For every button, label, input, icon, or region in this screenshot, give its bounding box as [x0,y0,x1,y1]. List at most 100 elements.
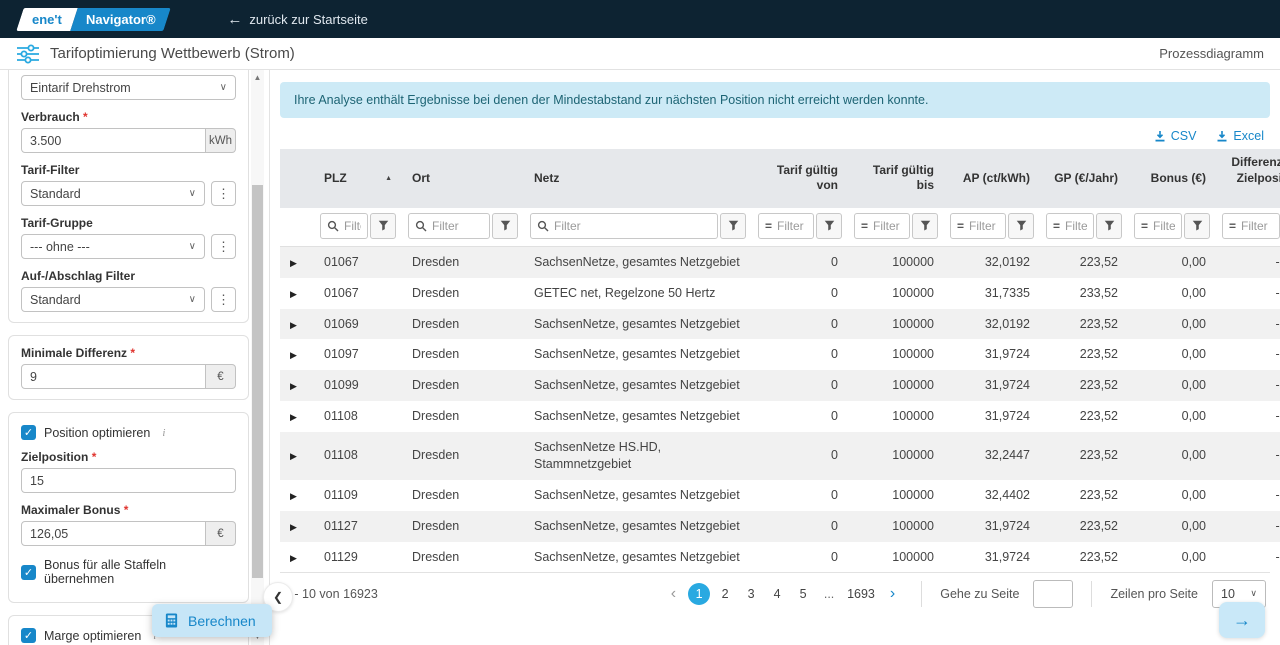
cell-differenz_zielposition_eur: -9,00 [1275,518,1280,533]
page-button-1[interactable]: 1 [688,582,711,605]
result-range-label: 1 - 10 von 16923 [284,586,378,601]
filter-menu-button-bonus_eur[interactable] [1184,212,1210,239]
chevron-down-icon: ∨ [1250,588,1257,599]
cell-netz: SachsenNetze, gesamtes Netzgebiet [534,549,740,564]
filter-input-netz[interactable] [554,218,711,233]
verbrauch-input-group: kWh [21,128,236,153]
row-expander-icon[interactable]: ▶ [290,319,297,330]
cell-tarif_gueltig_bis: 100000 [892,285,934,300]
filter-input-plz[interactable] [344,218,361,233]
cell-plz: 01099 [324,378,359,393]
minimale-differenz-input-group: € [21,364,236,389]
divider [921,580,923,607]
position-optimieren-card: ✓ Position optimieren i Zielposition * M… [8,412,249,603]
bonus-staffeln-checkbox[interactable]: ✓ [21,564,36,580]
settings-sidebar: Eintarif Drehstrom ∨ Verbrauch * kWh Tar… [0,70,270,645]
minimale-differenz-card: Minimale Differenz * € [8,335,249,400]
row-expander-icon[interactable]: ▶ [290,521,297,532]
position-optimieren-checkbox[interactable]: ✓ [21,425,36,440]
col-header-tarif_gueltig_von[interactable]: Tarif gültig von [752,149,848,208]
filter-input-differenz_zielposition_eur[interactable] [1241,218,1273,233]
scrollbar-thumb[interactable] [252,185,263,578]
filter-menu-button-ap_ct_kwh[interactable] [1008,212,1034,239]
tarif-filter-menu-button[interactable]: ⋮ [211,181,236,206]
page-button-1693[interactable]: 1693 [847,586,875,601]
maximaler-bonus-input[interactable] [21,521,206,546]
back-to-start-link[interactable]: ← zurück zur Startseite [227,11,368,28]
sort-ascending-icon: ▲ [385,174,392,182]
row-expander-icon[interactable]: ▶ [290,412,297,423]
info-icon[interactable]: i [162,426,166,439]
prozessdiagramm-link[interactable]: Prozessdiagramm [1159,46,1264,61]
page-button-3[interactable]: 3 [747,586,755,601]
cell-ort: Dresden [412,285,460,300]
tarif-gruppe-select[interactable]: --- ohne --- ∨ [21,234,205,259]
cell-tarif_gueltig_bis: 100000 [892,409,934,424]
col-header-ort[interactable]: Ort [402,149,524,208]
rows-per-page-label: Zeilen pro Seite [1110,586,1198,601]
tarif-filter-value: Standard [30,186,81,201]
col-header-plz[interactable]: PLZ ▲ [314,149,402,208]
results-area: Ihre Analyse enthält Ergebnisse bei dene… [270,70,1280,645]
row-expander-icon[interactable]: ▶ [290,257,297,268]
export-excel-link[interactable]: Excel [1216,129,1264,143]
cell-differenz_zielposition_eur: -9,00 [1275,285,1280,300]
filter-menu-button-netz[interactable] [720,212,746,239]
page-button-5[interactable]: 5 [799,586,807,601]
col-header-ap_ct_kwh[interactable]: AP (ct/kWh) [944,149,1040,208]
scroll-up-arrow[interactable]: ▲ [253,73,262,82]
page-button-2[interactable]: 2 [721,586,729,601]
row-expander-icon[interactable]: ▶ [290,381,297,392]
maximaler-bonus-label: Maximaler Bonus * [21,503,129,517]
filter-menu-button-tarif_gueltig_von[interactable] [816,212,842,239]
search-icon [415,220,427,232]
cell-gp_eur_jahr: 233,52 [1079,285,1118,300]
filter-menu-button-ort[interactable] [492,212,518,239]
goto-page-input[interactable] [1033,579,1074,608]
filter-input-ap_ct_kwh[interactable] [969,218,999,233]
col-header-bonus_eur[interactable]: Bonus (€) [1128,149,1216,208]
minimale-differenz-input[interactable] [21,364,206,389]
row-expander-icon[interactable]: ▶ [290,490,297,501]
next-step-button[interactable]: → [1219,602,1265,638]
app-logo[interactable]: ene't Navigator® [16,7,172,31]
tarif-gruppe-menu-button[interactable]: ⋮ [211,234,236,259]
next-page-button[interactable]: › [889,584,896,602]
cell-differenz_zielposition_eur: -9,00 [1275,347,1280,362]
marge-optimieren-checkbox[interactable]: ✓ [21,628,36,643]
tarif-filter-select[interactable]: Standard ∨ [21,181,205,206]
tariff-type-select[interactable]: Eintarif Drehstrom ∨ [21,75,236,100]
cell-gp_eur_jahr: 223,52 [1079,549,1118,564]
row-expander-icon[interactable]: ▶ [290,451,297,462]
previous-page-button[interactable]: ‹ [670,584,677,602]
row-expander-icon[interactable]: ▶ [290,288,297,299]
filter-menu-button-tarif_gueltig_bis[interactable] [912,212,938,239]
page-button-4[interactable]: 4 [773,586,781,601]
auf-abschlag-menu-button[interactable]: ⋮ [211,287,236,312]
row-expander-icon[interactable]: ▶ [290,552,297,563]
auf-abschlag-select[interactable]: Standard ∨ [21,287,205,312]
cell-tarif_gueltig_bis: 100000 [892,347,934,362]
filter-menu-button-plz[interactable] [370,212,396,239]
filter-input-bonus_eur[interactable] [1153,218,1175,233]
sidebar-scrollbar[interactable]: ▲ ▼ [251,70,264,645]
filter-menu-button-gp_eur_jahr[interactable] [1096,212,1122,239]
cell-tarif_gueltig_bis: 100000 [892,518,934,533]
row-expander-icon[interactable]: ▶ [290,350,297,361]
berechnen-button[interactable]: Berechnen [152,604,272,637]
filter-input-tarif_gueltig_bis[interactable] [873,218,903,233]
export-csv-link[interactable]: CSV [1154,129,1196,143]
col-header-differenz_zielposition_eur[interactable]: Differenz zur Zielposition (€) [1216,149,1280,208]
zielposition-input[interactable] [21,468,236,493]
filter-input-ort[interactable] [432,218,483,233]
chevron-down-icon: ∨ [188,241,196,252]
verbrauch-input[interactable] [21,128,206,153]
cell-ort: Dresden [412,316,460,331]
cell-ap_ct_kwh: 31,9724 [984,549,1030,564]
col-header-gp_eur_jahr[interactable]: GP (€/Jahr) [1040,149,1128,208]
col-header-netz[interactable]: Netz [524,149,752,208]
equals-icon: = [1229,218,1237,233]
col-header-tarif_gueltig_bis[interactable]: Tarif gültig bis [848,149,944,208]
filter-input-tarif_gueltig_von[interactable] [777,218,807,233]
filter-input-gp_eur_jahr[interactable] [1065,218,1087,233]
